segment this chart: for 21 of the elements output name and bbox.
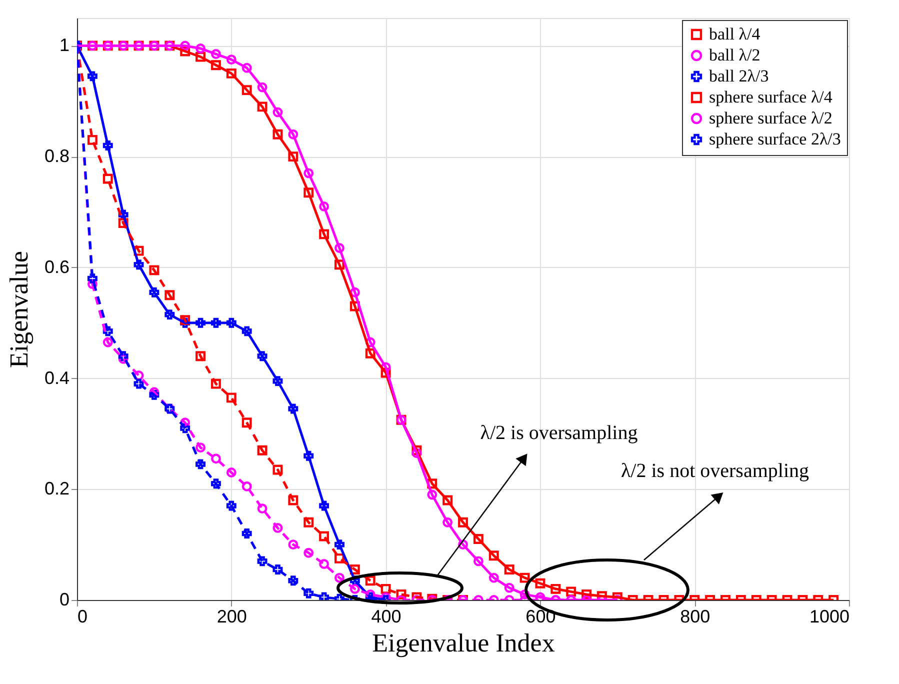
y-axis-title: Eigenvalue (4, 251, 34, 368)
legend-label: sphere surface 2λ/3 (709, 130, 841, 148)
y-tick-label: 1 (59, 35, 70, 56)
legend-label: ball 2λ/3 (709, 66, 769, 86)
x-tick-label: 0 (78, 606, 88, 626)
x-tick-label: 200 (216, 606, 247, 626)
y-tick-label: 0.2 (44, 478, 70, 499)
y-tick-label: 0 (59, 590, 70, 610)
x-tick-label: 400 (371, 606, 402, 626)
y-tick-label: 0.8 (44, 146, 70, 166)
x-tick-label: 1000 (809, 606, 850, 626)
annotation: λ/2 is not oversampling (620, 460, 810, 482)
legend-label: ball λ/4 (709, 24, 761, 44)
annotation: λ/2 is oversampling (480, 422, 638, 444)
legend-label: sphere surface λ/4 (709, 88, 833, 106)
x-tick-label: 800 (680, 606, 710, 626)
y-tick-label: 0.4 (44, 368, 70, 388)
x-axis-title: Eigenvalue Index (372, 628, 555, 658)
y-tick-label: 0.6 (44, 256, 70, 277)
legend-label: ball λ/2 (709, 46, 760, 64)
legend-label: sphere surface λ/2 (709, 108, 832, 128)
